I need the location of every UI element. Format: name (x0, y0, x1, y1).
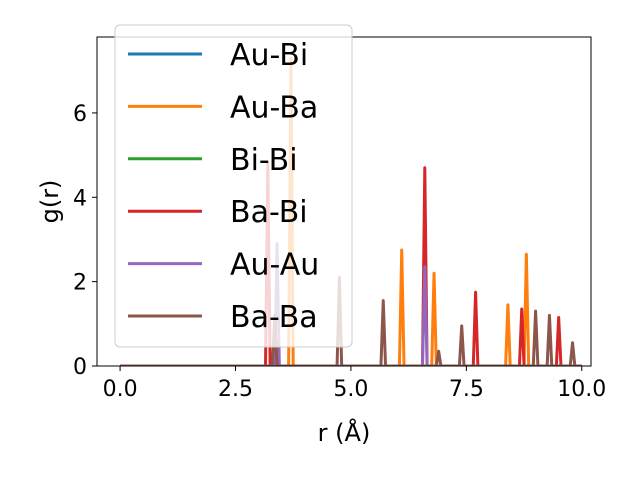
y-tick-label: 6 (73, 102, 87, 127)
legend-item-ba-ba: Ba-Ba (128, 300, 318, 335)
legend-item-ba-bi: Ba-Bi (128, 195, 308, 230)
x-tick-label: 2.5 (218, 377, 253, 402)
x-tick-label: 0.0 (103, 377, 138, 402)
x-tick-label: 10.0 (557, 377, 606, 402)
series-line-ba-ba (120, 275, 582, 366)
x-axis-label: r (Å) (318, 418, 371, 447)
y-tick-label: 4 (73, 186, 87, 211)
tick-layer: 0.0 2.5 5.0 7.5 10.0 0 2 4 6 (73, 102, 606, 402)
legend-label: Au-Bi (230, 38, 308, 73)
y-tick-label: 0 (73, 355, 87, 380)
x-tick-label: 5.0 (333, 377, 368, 402)
x-tick-label: 7.5 (449, 377, 484, 402)
legend-label: Ba-Bi (230, 195, 308, 230)
legend-label: Au-Au (230, 248, 319, 283)
legend-frame (114, 24, 353, 348)
legend-label: Au-Ba (230, 90, 318, 125)
legend-item-au-au: Au-Au (128, 248, 319, 283)
legend-label: Bi-Bi (230, 143, 298, 178)
y-axis-label: g(r) (36, 180, 64, 224)
legend-item-bi-bi: Bi-Bi (128, 143, 298, 178)
legend-item-au-bi: Au-Bi (128, 38, 308, 73)
legend-label: Ba-Ba (230, 300, 318, 335)
legend: Au-Bi Au-Ba Bi-Bi Ba-Bi Au-Au Ba-Ba (114, 24, 353, 348)
legend-item-au-ba: Au-Ba (128, 90, 318, 125)
y-tick-label: 2 (73, 271, 87, 296)
